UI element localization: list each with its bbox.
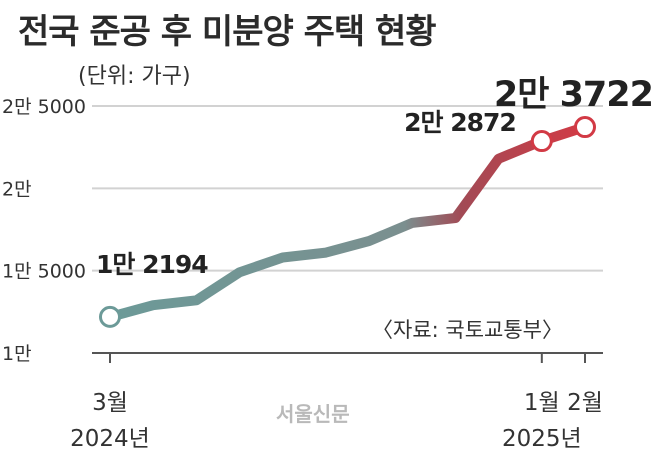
- data-point-10: [530, 130, 553, 153]
- y-tick-label-0: 1만: [2, 343, 32, 365]
- y-tick-label-2: 2만: [2, 178, 32, 200]
- unit-note: (단위: 가구): [78, 64, 191, 89]
- x-tick-label-1: 1월: [524, 390, 560, 416]
- source-note: 〈자료: 국토교통부〉: [372, 318, 563, 342]
- x-tick-label-0: 3월: [92, 390, 128, 416]
- y-tick-label-3: 2만 5000: [2, 96, 86, 118]
- x-tick-sublabel-1: 2025년: [502, 426, 582, 452]
- watermark-logo: 서울신문: [276, 402, 350, 426]
- x-tick-sublabel-0: 2024년: [70, 426, 150, 452]
- series-line: [105, 122, 590, 322]
- data-label-0: 1만 2194: [96, 250, 208, 279]
- chart-title: 전국 준공 후 미분양 주택 현황: [18, 12, 437, 52]
- data-label-2: 2만 3722: [494, 75, 653, 115]
- data-point-0: [99, 305, 121, 328]
- y-tick-label-1: 1만 5000: [2, 261, 86, 283]
- data-point-11: [574, 116, 596, 139]
- data-label-1: 2만 2872: [404, 108, 516, 137]
- x-tick-label-2: 2월: [567, 390, 603, 416]
